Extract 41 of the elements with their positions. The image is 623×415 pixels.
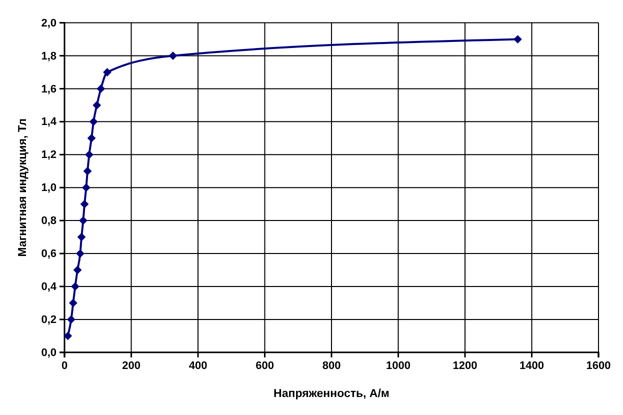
point — [77, 232, 86, 242]
point — [70, 282, 80, 291]
x-tick-label: 800 — [322, 360, 341, 372]
point — [92, 101, 102, 110]
x-tick-label: 1000 — [386, 360, 410, 372]
y-tick-label: 0,0 — [41, 346, 56, 359]
y-tick-label: 1,6 — [41, 83, 56, 96]
y-tick-label: 1,2 — [41, 149, 56, 162]
point — [66, 315, 76, 324]
point — [168, 52, 178, 60]
point — [64, 332, 72, 340]
point — [89, 117, 98, 126]
y-tick-label: 0,4 — [41, 281, 58, 293]
x-tick-label: 1600 — [586, 360, 611, 372]
y-tick-label: 1,8 — [41, 50, 56, 62]
y-tick-label: 0,8 — [41, 215, 56, 228]
x-tick-label: 600 — [256, 360, 274, 372]
y-tick-label: 2,0 — [41, 17, 56, 30]
x-tick-label: 0 — [61, 360, 68, 372]
x-tick-label: 400 — [188, 360, 208, 372]
point — [78, 216, 88, 225]
y-tick-label: 1,4 — [41, 116, 58, 128]
point — [103, 68, 112, 76]
point — [68, 298, 78, 308]
y-tick-label: 1,0 — [41, 182, 56, 194]
x-tick-label: 200 — [122, 360, 140, 372]
point — [85, 150, 94, 159]
point — [76, 249, 84, 258]
x-tick-label: 1400 — [520, 360, 544, 372]
y-axis-title: Магнитная индукция, Тл — [17, 118, 29, 257]
point — [87, 134, 96, 142]
y-tick-label: 0,6 — [41, 248, 56, 260]
point — [96, 84, 106, 93]
point — [80, 200, 89, 208]
point — [514, 35, 522, 44]
x-tick-label: 1200 — [452, 360, 478, 372]
point — [83, 166, 92, 176]
y-tick-label: 0,2 — [41, 314, 56, 326]
x-axis-title: Напряженность, А/м — [274, 388, 390, 400]
point — [82, 183, 90, 192]
point — [73, 266, 82, 274]
